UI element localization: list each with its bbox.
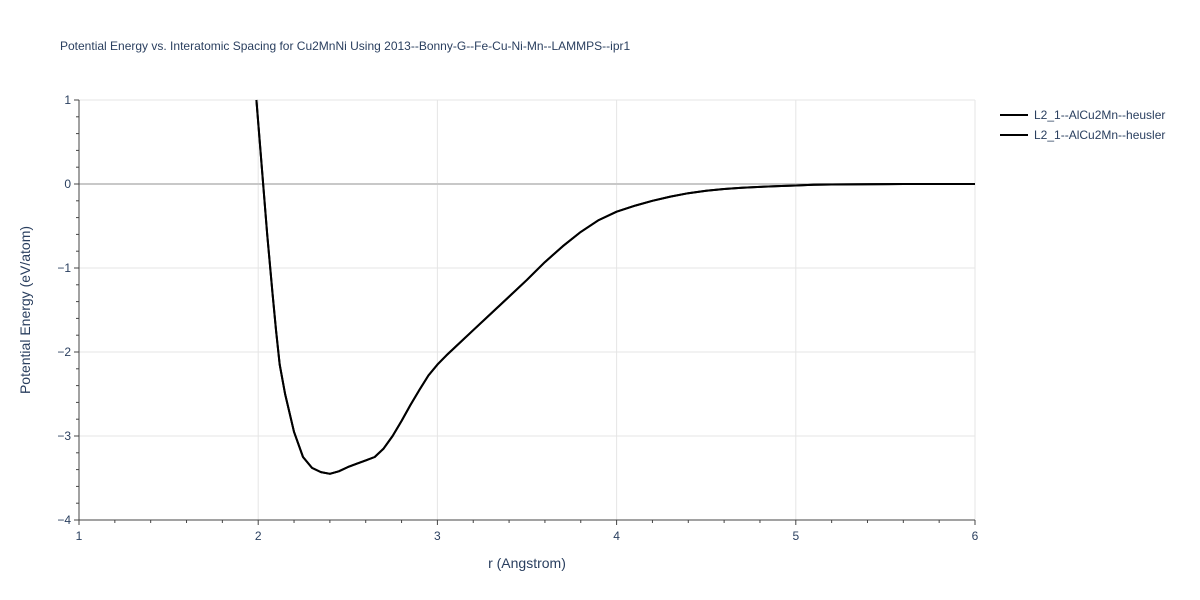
y-tick-label: −2 [57, 345, 71, 359]
series-line-2 [255, 99, 975, 475]
x-tick-label: 1 [76, 529, 83, 543]
x-tick-label: 3 [434, 529, 441, 543]
legend-item-1[interactable]: L2_1--AlCu2Mn--heusler [1000, 108, 1165, 122]
y-tick-label: 0 [64, 177, 71, 191]
x-tick-label: 5 [792, 529, 799, 543]
plot-area [255, 99, 975, 475]
x-tick-label: 4 [613, 529, 620, 543]
y-axis-title: Potential Energy (eV/atom) [17, 226, 33, 394]
x-tick-label: 6 [972, 529, 979, 543]
y-tick-labels: 1 0 −1 −2 −3 −4 [57, 93, 71, 527]
grid-lines [79, 99, 976, 520]
y-tick-label: 1 [64, 93, 71, 107]
y-tick-label: −1 [57, 261, 71, 275]
x-axis-title: r (Angstrom) [488, 555, 566, 571]
x-tick-labels: 1 2 3 4 5 6 [76, 529, 979, 543]
legend-item-2[interactable]: L2_1--AlCu2Mn--heusler [1000, 128, 1165, 142]
axes [74, 99, 976, 525]
series-line-1 [255, 99, 975, 475]
y-tick-label: −3 [57, 429, 71, 443]
chart-title: Potential Energy vs. Interatomic Spacing… [60, 39, 631, 53]
legend-label: L2_1--AlCu2Mn--heusler [1034, 108, 1165, 122]
y-tick-label: −4 [57, 513, 71, 527]
legend[interactable]: L2_1--AlCu2Mn--heusler L2_1--AlCu2Mn--heu… [1000, 108, 1165, 142]
x-tick-label: 2 [255, 529, 262, 543]
legend-label: L2_1--AlCu2Mn--heusler [1034, 128, 1165, 142]
